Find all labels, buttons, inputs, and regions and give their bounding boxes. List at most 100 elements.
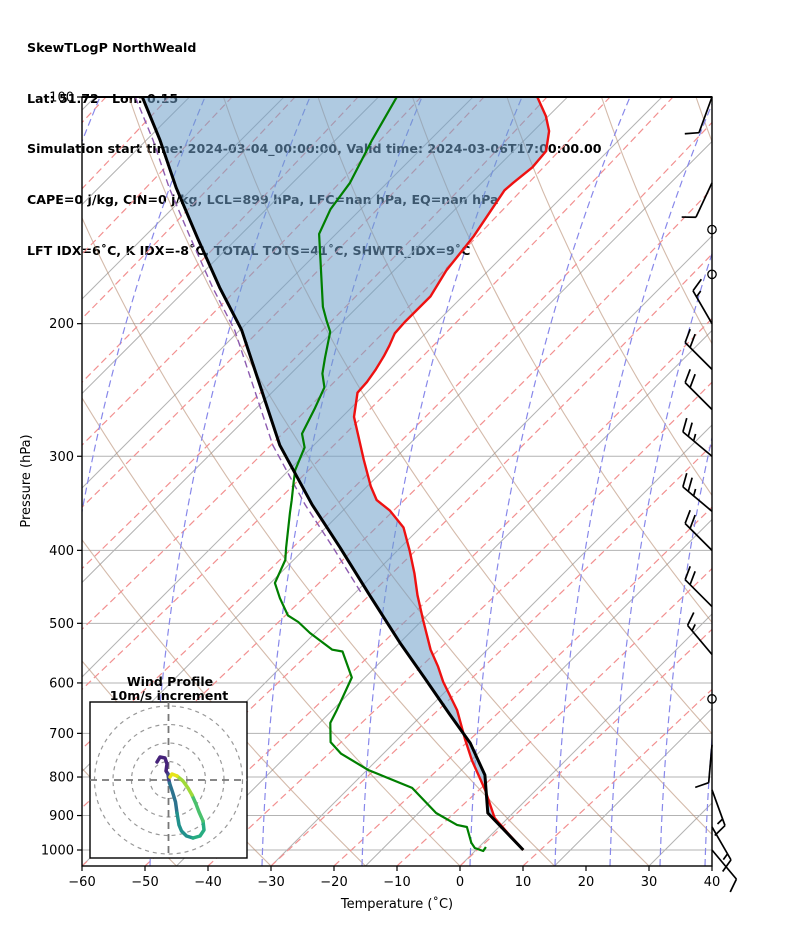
shaded-area [142, 97, 550, 850]
parcel-curve [140, 97, 525, 852]
dry-adiabat-line [791, 97, 794, 866]
wind-barb-feather [684, 566, 691, 580]
calm-wind-circle [707, 224, 717, 235]
cape-shade-region [142, 97, 550, 850]
x-axis-label: Temperature (˚C) [340, 896, 453, 912]
wind-barb-staff [682, 486, 713, 512]
wind-barb-feather [687, 422, 693, 437]
wind-barb-half-feather [692, 488, 697, 497]
dry-adiabat-line [600, 97, 712, 345]
hodograph-title: Wind Profile [127, 674, 213, 689]
isotherm-line [365, 518, 712, 866]
x-tick-label: −20 [320, 875, 347, 890]
moist-adiabat-line [522, 688, 712, 866]
wind-barbs-column [681, 96, 738, 893]
dry-adiabat-line [82, 865, 83, 866]
wind-barb-half-feather [691, 623, 696, 632]
wind-barb-staff [711, 849, 738, 880]
moist-adiabat-line [82, 97, 485, 509]
hodograph-content [90, 702, 247, 858]
wind-barb-staff [682, 431, 713, 457]
wind-barb-feather [682, 472, 688, 488]
wind-barb-half-feather [692, 433, 697, 442]
y-tick-label: 300 [49, 450, 74, 465]
purple-reference-line [134, 97, 364, 596]
wind-barb [682, 417, 713, 457]
mixing-ratio-line [745, 97, 794, 866]
wind-barb [686, 612, 713, 656]
hodograph-trace-segment [167, 781, 179, 815]
x-tick-label: 10 [515, 875, 532, 890]
wind-barb [711, 849, 738, 893]
mixing-ratio-line [82, 97, 101, 144]
wind-barb [684, 368, 713, 411]
y-tick-label: 700 [49, 727, 74, 742]
wind-barb-staff [695, 182, 713, 218]
isotherm-line [176, 329, 712, 866]
wind-barb-feather [689, 373, 696, 388]
wind-barb [711, 826, 732, 872]
x-tick-label: 30 [641, 875, 658, 890]
wind-barb-feather [729, 878, 738, 893]
wind-barb [694, 744, 713, 789]
wind-barb-feather [684, 368, 691, 383]
wind-barb-half-feather [722, 853, 729, 861]
wind-barb-feather [689, 514, 696, 529]
wind-barb-staff [684, 341, 713, 370]
wind-barb [684, 566, 713, 608]
dry-adiabat-line [82, 538, 366, 866]
dry-adiabat-line [82, 216, 555, 866]
wind-barb [681, 182, 713, 219]
wind-barb-staff [698, 96, 713, 133]
x-tick-label: 40 [704, 875, 721, 890]
dewpoint-curve [273, 97, 487, 853]
moist-adiabat-line [144, 317, 712, 866]
mixing-ratio-line [782, 97, 794, 866]
moist-adiabat-line [82, 97, 548, 570]
wind-barb-feather [684, 509, 691, 524]
hodograph-trace-segment [155, 755, 170, 776]
y-tick-label: 500 [49, 617, 74, 632]
wind-barb-feather [686, 612, 695, 626]
y-tick-label: 100 [49, 91, 74, 106]
hodograph-trace-segment [168, 772, 179, 779]
x-tick-label: −60 [68, 875, 95, 890]
y-tick-label: 400 [49, 544, 74, 559]
wind-barb [684, 96, 713, 135]
wind-barb-feather [694, 781, 709, 789]
y-tick-label: 900 [49, 809, 74, 824]
calm-wind-circle [707, 694, 717, 704]
x-tick-label: −50 [131, 875, 158, 890]
wind-barb-staff [711, 789, 726, 826]
wind-barb-staff [686, 624, 713, 656]
wind-barb-feather [689, 333, 696, 348]
y-axis-label: Pressure (hPa) [19, 434, 34, 527]
wind-barb-staff [707, 744, 713, 783]
sounding-profiles [140, 97, 551, 853]
x-tick-label: 0 [456, 875, 464, 890]
wind-barb-feather [684, 328, 691, 343]
wind-barb-feather [687, 477, 693, 492]
hodograph-trace-segment [191, 819, 206, 840]
moist-adiabat-line [396, 567, 712, 866]
wind-barb [682, 472, 713, 512]
wind-barb-feather [684, 131, 700, 135]
hodograph-trace-segment [175, 811, 195, 840]
wind-barb-staff [684, 522, 713, 551]
calm-wind-circle [707, 269, 717, 280]
x-tick-label: −10 [383, 875, 410, 890]
isotherm-line [459, 613, 712, 866]
wind-barb [692, 278, 713, 325]
hodograph-subtitle: 10m/s increment [110, 688, 228, 703]
dry-adiabat-line [506, 97, 712, 497]
mixing-ratio-line [469, 97, 631, 866]
dry-adiabat-line [82, 396, 461, 866]
temperature-curve [352, 97, 551, 851]
hodograph-inset [89, 701, 248, 859]
hodograph-trace-segment [190, 793, 205, 823]
y-tick-label: 200 [49, 317, 74, 332]
wind-barb-half-feather [695, 290, 702, 298]
x-tick-label: 20 [578, 875, 595, 890]
